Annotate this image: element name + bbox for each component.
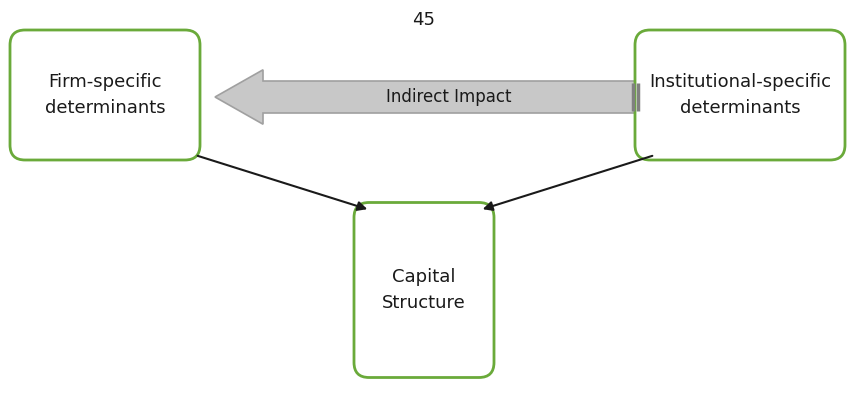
- Text: Institutional-specific
determinants: Institutional-specific determinants: [649, 73, 831, 117]
- FancyBboxPatch shape: [635, 30, 845, 160]
- FancyBboxPatch shape: [354, 202, 494, 377]
- FancyBboxPatch shape: [10, 30, 200, 160]
- Text: 45: 45: [412, 11, 436, 29]
- Polygon shape: [215, 70, 635, 124]
- Text: Indirect Impact: Indirect Impact: [386, 88, 511, 106]
- Text: Firm-specific
determinants: Firm-specific determinants: [45, 73, 165, 117]
- Text: Capital
Structure: Capital Structure: [382, 268, 466, 312]
